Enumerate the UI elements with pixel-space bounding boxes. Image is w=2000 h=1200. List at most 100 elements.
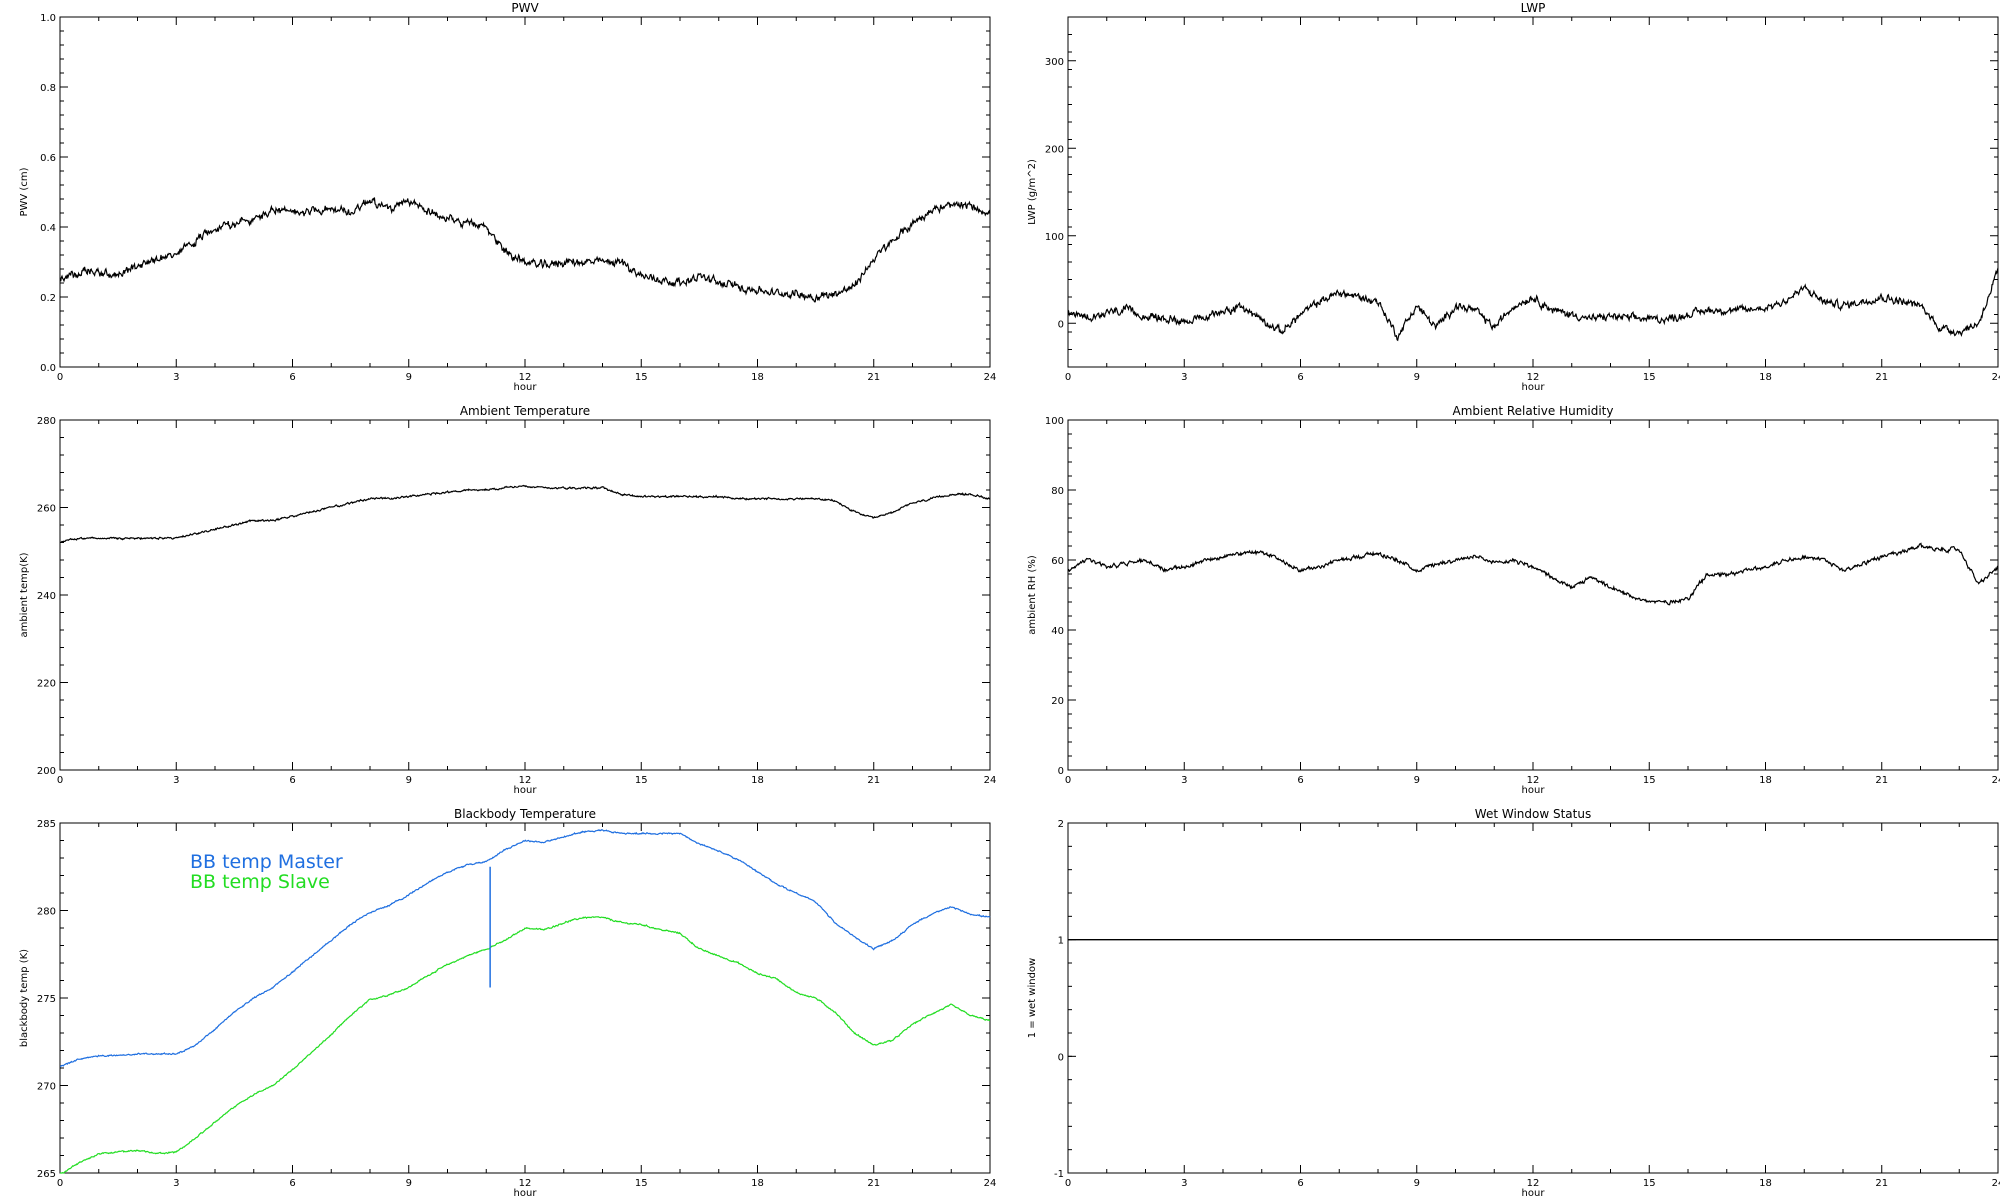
y-tick-label: 0.0 [40,363,56,374]
y-tick-label: 200 [37,766,56,777]
x-tick-label: 12 [1527,1178,1540,1189]
chart-title: Wet Window Status [1475,807,1591,821]
x-tick-label: 15 [1643,775,1656,786]
legend-entry-0: BB temp Master [190,851,343,873]
x-tick-label: 24 [984,775,997,786]
y-tick-label: -1 [1054,1169,1064,1180]
series-line-0 [1067,267,1999,342]
x-tick-label: 9 [1414,372,1420,383]
y-tick-label: 265 [37,1169,56,1180]
y-tick-label: 100 [1045,416,1064,427]
x-tick-label: 6 [1297,775,1303,786]
x-tick-label: 9 [1414,1178,1420,1189]
x-axis-label: hour [1522,382,1546,393]
x-axis-label: hour [514,382,538,393]
x-tick-label: 0 [1065,775,1071,786]
x-tick-label: 6 [289,1178,295,1189]
plot-frame [59,16,991,368]
x-tick-label: 18 [751,775,764,786]
chart-title: Ambient Temperature [460,404,590,418]
x-tick-label: 24 [1992,372,2000,383]
y-tick-label: 0 [1058,766,1064,777]
chart-panel-0: PWV 0 3 6 9 12 15 18 21 24 hour 0.0 0.2 0.4 0.6 0.8 1.0 P… [19,1,996,393]
series-line-0 [59,484,990,544]
chart-title: LWP [1521,1,1546,15]
series-line-1 [60,916,990,1174]
x-tick-label: 18 [1759,372,1772,383]
y-axis-label: ambient temp(K) [19,552,30,637]
y-tick-label: 280 [37,907,56,918]
x-tick-label: 24 [1992,1178,2000,1189]
y-tick-label: 0 [1058,1052,1064,1063]
y-tick-label: 80 [1051,486,1064,497]
x-tick-label: 3 [1181,372,1187,383]
y-tick-label: 220 [37,679,56,690]
chart-panel-3: Ambient Relative Humidity 0 3 6 9 12 15 18 21 24 h… [1027,404,2000,796]
x-tick-label: 12 [519,775,532,786]
plot-frame [1067,16,1999,368]
x-tick-label: 3 [1181,775,1187,786]
y-tick-label: 60 [1051,556,1064,567]
chart-panel-1: LWP 0 3 6 9 12 15 18 21 24 hour 0 100 200 300 LWP (g/m^… [1027,1,2000,393]
x-tick-label: 9 [406,372,412,383]
x-tick-label: 21 [867,1178,880,1189]
x-tick-label: 12 [1527,372,1540,383]
series-line-0 [59,197,991,303]
x-axis-label: hour [1522,785,1546,796]
x-tick-label: 18 [751,372,764,383]
x-tick-label: 21 [1875,775,1888,786]
x-tick-label: 9 [1414,775,1420,786]
y-axis-label: blackbody temp (K) [19,949,30,1047]
x-axis-label: hour [1522,1188,1546,1199]
x-axis-label: hour [514,1188,538,1199]
plot-frame [59,419,991,771]
x-tick-label: 21 [1875,1178,1888,1189]
x-tick-label: 18 [1759,775,1772,786]
x-tick-label: 15 [1643,372,1656,383]
y-axis-label: ambient RH (%) [1027,555,1038,635]
y-tick-label: 280 [37,416,56,427]
y-tick-label: 0.6 [40,153,56,164]
y-tick-label: 0.2 [40,293,56,304]
y-tick-label: 40 [1051,626,1064,637]
x-tick-label: 15 [635,372,648,383]
x-tick-label: 12 [1527,775,1540,786]
chart-panel-2: Ambient Temperature 0 3 6 9 12 15 18 21 24 hour 200… [19,404,996,796]
x-tick-label: 21 [1875,372,1888,383]
x-tick-label: 12 [519,1178,532,1189]
x-tick-label: 15 [1643,1178,1656,1189]
x-tick-label: 21 [867,372,880,383]
chart-title: Ambient Relative Humidity [1453,404,1614,418]
x-tick-label: 18 [751,1178,764,1189]
y-tick-label: 2 [1058,819,1064,830]
x-tick-label: 18 [1759,1178,1772,1189]
y-tick-label: 100 [1045,232,1064,243]
x-tick-label: 0 [57,1178,63,1189]
x-tick-label: 0 [57,372,63,383]
chart-panel-4: Blackbody Temperature 0 3 6 9 12 15 18 21 24 hour 2… [19,807,996,1199]
y-tick-label: 275 [37,994,56,1005]
y-axis-label: 1 = wet window [1027,958,1038,1038]
x-tick-label: 24 [984,372,997,383]
x-tick-label: 6 [289,372,295,383]
y-tick-label: 0 [1058,319,1064,330]
series-line-0 [1067,542,1999,606]
x-axis-label: hour [514,785,538,796]
x-tick-label: 0 [1065,372,1071,383]
y-tick-label: 300 [1045,57,1064,68]
x-tick-label: 9 [406,1178,412,1189]
x-tick-label: 21 [867,775,880,786]
y-tick-label: 0.8 [40,83,56,94]
x-tick-label: 24 [984,1178,997,1189]
chart-title: Blackbody Temperature [454,807,596,821]
x-tick-label: 6 [1297,372,1303,383]
y-tick-label: 240 [37,591,56,602]
x-tick-label: 3 [1181,1178,1187,1189]
y-tick-label: 1.0 [40,13,56,24]
y-tick-label: 285 [37,819,56,830]
x-tick-label: 6 [1297,1178,1303,1189]
y-axis-label: LWP (g/m^2) [1027,159,1038,225]
series-line-0 [60,829,991,1068]
plot-frame [1067,419,1999,771]
